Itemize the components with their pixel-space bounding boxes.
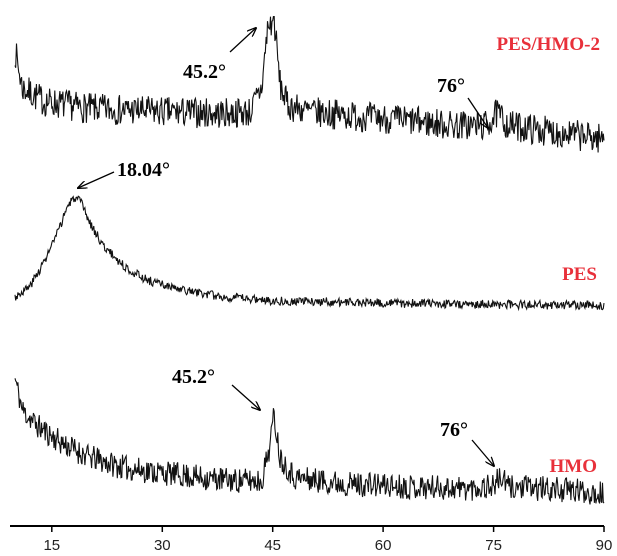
peak-annotation-label: 18.04° (117, 159, 170, 181)
x-tick-label: 45 (264, 537, 281, 554)
series-label-pes: PES (562, 264, 597, 285)
peak-annotation-arrow (231, 384, 260, 410)
annotations-group: 45.2° 76° 18.04° 45.2° 76° (78, 28, 494, 466)
peak-annotation-arrow (229, 28, 256, 53)
x-tick-label: 75 (485, 537, 502, 554)
peak-annotation-label: 45.2° (172, 366, 215, 388)
peak-annotation-label: 76° (437, 75, 465, 97)
peak-annotation-arrow (78, 171, 115, 188)
x-tick-label: 60 (375, 537, 392, 554)
x-tick-label: 90 (596, 537, 613, 554)
series-line-hmo (14, 378, 605, 505)
x-tick-label: 15 (43, 537, 60, 554)
peak-annotation-arrow (471, 439, 494, 466)
peak-annotation-label: 76° (440, 419, 468, 441)
x-tick-label: 30 (154, 537, 171, 554)
series-line-pes-hmo-2 (14, 16, 605, 153)
x-axis-ticks: 15 30 45 60 75 90 (43, 526, 612, 554)
peak-annotation-arrow (467, 97, 488, 128)
peak-annotation-label: 45.2° (183, 61, 226, 83)
series-line-pes (14, 195, 605, 312)
traces-group (14, 16, 605, 505)
series-label-pes-hmo-2: PES/HMO-2 (497, 34, 600, 55)
series-labels-group: PES/HMO-2 PES HMO (497, 34, 600, 477)
series-label-hmo: HMO (550, 456, 598, 477)
